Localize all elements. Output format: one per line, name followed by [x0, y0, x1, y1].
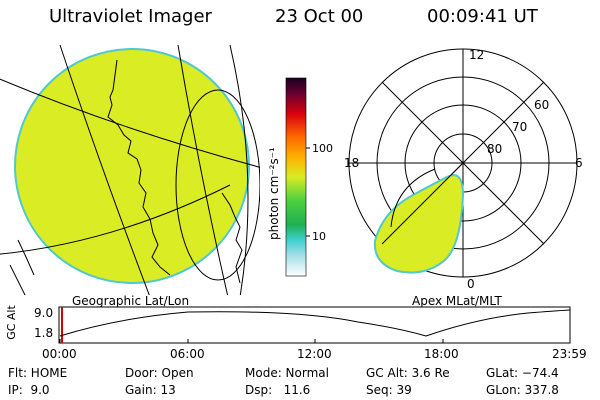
coastline-east [221, 192, 243, 284]
info-glat: GLat: −74.4 [486, 366, 559, 380]
image-time: 00:09:41 UT [427, 6, 538, 27]
mlt-label-18: 18 [344, 156, 359, 170]
colorbar-gradient [285, 77, 307, 277]
orbit-time-tick-0600: 06:00 [170, 347, 205, 361]
orbit-altitude-curve [59, 309, 571, 337]
instrument-title: Ultraviolet Imager [49, 6, 212, 27]
info-seq: Seq: 39 [366, 383, 412, 397]
colorbar-tick-100: 100 [312, 142, 333, 155]
image-date: 23 Oct 00 [275, 6, 364, 27]
info-dsp: Dsp: 11.6 [245, 383, 311, 397]
geo-grid [0, 44, 260, 295]
info-gc-alt: GC Alt: 3.6 Re [366, 366, 450, 380]
mlat-label-60: 60 [534, 98, 549, 112]
geo-panel-caption: Geographic Lat/Lon [72, 294, 190, 308]
info-door: Door: Open [125, 366, 194, 380]
info-mode: Mode: Normal [245, 366, 329, 380]
orbit-time-tick-0000: 00:00 [42, 347, 77, 361]
mlt-label-6: 6 [575, 156, 583, 170]
orbit-ytick-9: 9.0 [34, 306, 54, 320]
polar-emission-region [373, 174, 465, 274]
polar-panel-caption: Apex MLat/MLT [412, 294, 502, 308]
orbit-ylabel: GC Alt [4, 305, 18, 340]
geographic-image-panel [0, 44, 260, 295]
mlat-label-80: 80 [487, 142, 502, 156]
mlt-label-12: 12 [469, 48, 484, 62]
info-gain: Gain: 13 [125, 383, 176, 397]
colorbar-unit-label: photon cm⁻²s⁻¹ [267, 147, 281, 240]
colorbar-tick-10: 10 [312, 230, 326, 243]
colorbar: 100 10 photon cm⁻²s⁻¹ [267, 77, 333, 277]
orbit-plot [58, 306, 571, 344]
mlt-label-0: 0 [467, 277, 475, 291]
mlat-label-70: 70 [512, 120, 527, 134]
info-ip: IP: 9.0 [8, 383, 50, 397]
orbit-time-tick-1200: 12:00 [297, 347, 332, 361]
coastline [107, 59, 171, 276]
info-flight: Flt: HOME [8, 366, 68, 380]
orbit-ytick-1-8: 1.8 [34, 326, 54, 340]
coastline-fragment [17, 239, 35, 276]
polar-panel: 12 18 6 0 60 70 80 [344, 48, 583, 291]
info-glon: GLon: 337.8 [486, 383, 559, 397]
orbit-time-tick-2359: 23:59 [552, 347, 587, 361]
orbit-time-tick-1800: 18:00 [424, 347, 459, 361]
